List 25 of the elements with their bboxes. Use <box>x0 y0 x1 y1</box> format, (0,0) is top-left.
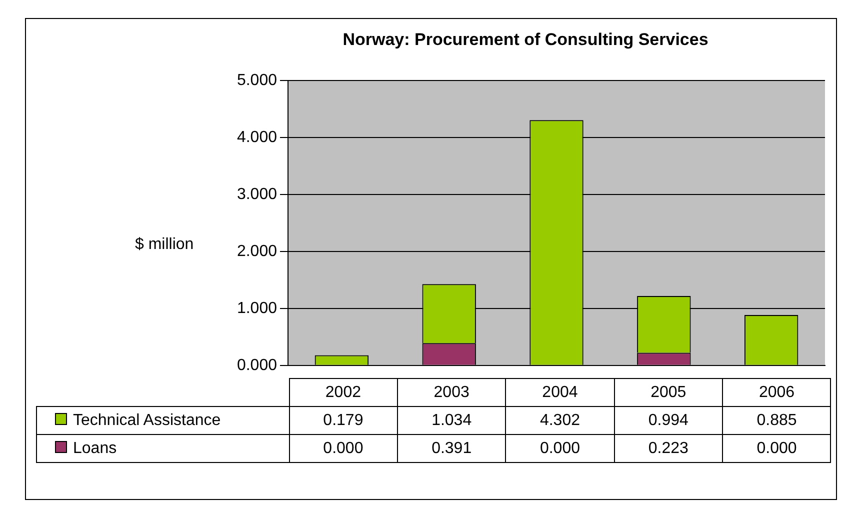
legend-label: Technical Assistance <box>36 406 289 434</box>
data-label: 0.223 <box>614 434 723 462</box>
x-tick-label: 2006 <box>722 378 831 406</box>
y-tick-label: 0.000 <box>236 356 278 374</box>
legend-label: Loans <box>36 434 289 462</box>
data-label: 0.885 <box>722 406 831 434</box>
data-label: 1.034 <box>397 406 506 434</box>
data-label: 0.000 <box>506 434 614 462</box>
y-tick-label: 2.000 <box>236 242 278 260</box>
data-label: 0.391 <box>397 434 506 462</box>
data-label: 0.179 <box>289 406 398 434</box>
data-label: 0.000 <box>722 434 831 462</box>
data-label: 0.000 <box>289 434 398 462</box>
x-tick-label: 2004 <box>506 378 614 406</box>
chart-title: Norway: Procurement of Consulting Services <box>342 30 708 49</box>
y-tick-label: 5.000 <box>236 72 278 89</box>
x-tick-label: 2005 <box>614 378 723 406</box>
x-tick-label: 2002 <box>289 378 398 406</box>
data-label: 0.994 <box>614 406 723 434</box>
data-label: 4.302 <box>506 406 614 434</box>
y-tick-label: 3.000 <box>236 186 278 203</box>
y-tick-label: 1.000 <box>236 300 278 317</box>
x-tick-label: 2003 <box>397 378 506 406</box>
y-tick-label: 4.000 <box>236 128 278 146</box>
y-axis-title: $ million <box>135 236 194 254</box>
